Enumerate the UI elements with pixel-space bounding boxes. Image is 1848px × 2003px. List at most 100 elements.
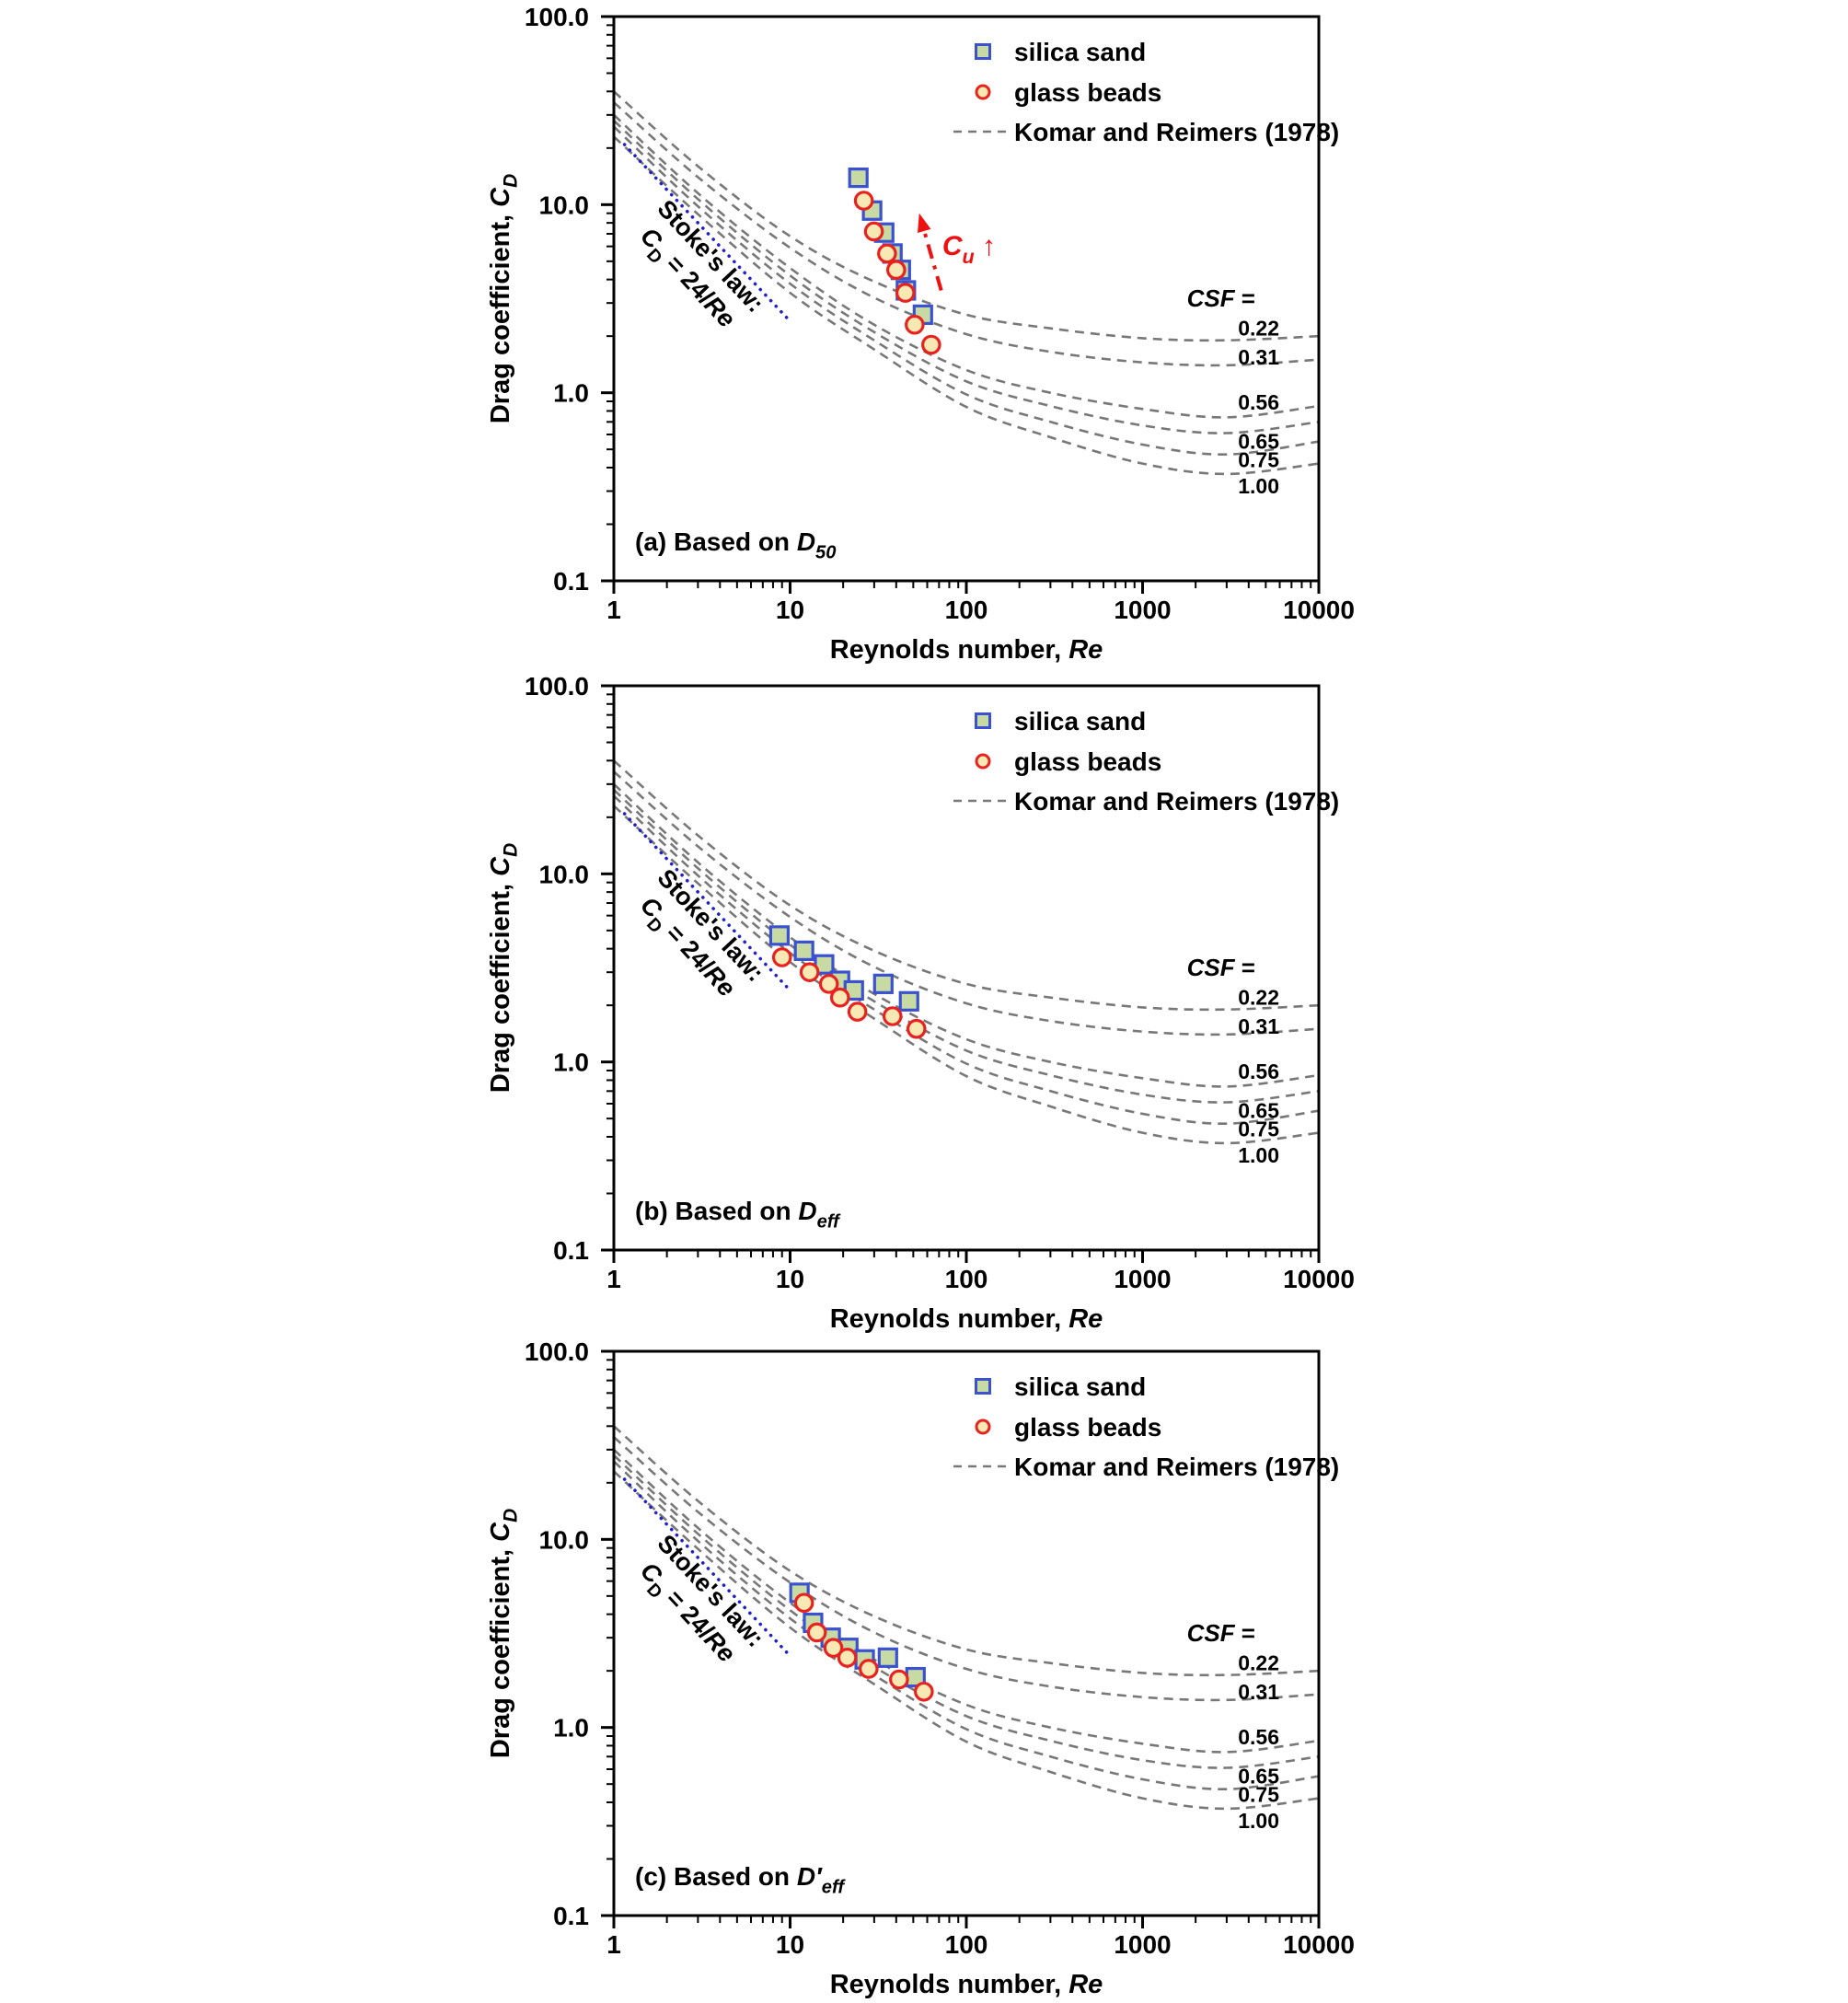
glass-beads-point bbox=[847, 1002, 868, 1022]
x-axis-title: Reynolds number, Re bbox=[830, 1970, 1103, 1998]
y-tick-label: 10.0 bbox=[539, 1525, 590, 1554]
panel-c: Stoke's law:CD = 24/Re1 10 100 1000 10000Rey… bbox=[486, 1337, 1355, 1999]
y-tick-label: 1.0 bbox=[553, 379, 589, 408]
silica-sand-point bbox=[768, 925, 791, 946]
csf-value-label: 0.56 bbox=[1238, 390, 1279, 414]
y-axis: 0.1 1.0 10.0 100.0 Drag coefficient, CD bbox=[486, 1337, 614, 1930]
y-tick-label: 10.0 bbox=[539, 860, 590, 888]
x-tick-label: 100 bbox=[945, 1265, 988, 1293]
x-tick-label: 100 bbox=[945, 1930, 988, 1959]
legend-label: silica sand bbox=[1014, 707, 1146, 735]
csf-curve-0.56 bbox=[613, 782, 1320, 1088]
panel-caption-c: (c) Based on D′eff bbox=[635, 1862, 846, 1897]
x-axis: 1 10 100 1000 10000 Reynolds number, Re bbox=[606, 581, 1355, 665]
csf-value-label: 0.22 bbox=[1238, 986, 1279, 1010]
csf-header: CSF = bbox=[1187, 284, 1255, 312]
glass-beads-point bbox=[895, 283, 916, 303]
x-tick-label: 1000 bbox=[1114, 596, 1171, 624]
csf-curve-0.65 bbox=[613, 120, 1320, 434]
x-tick-label: 1 bbox=[606, 1265, 621, 1293]
reference-curves bbox=[613, 1425, 1320, 1811]
y-tick-label: 1.0 bbox=[553, 1048, 589, 1077]
x-tick-label: 10000 bbox=[1283, 596, 1355, 624]
glass-beads-point bbox=[906, 1018, 927, 1039]
silica-sand-point bbox=[872, 973, 894, 994]
panel-caption-a: (a) Based on D50 bbox=[635, 527, 837, 562]
stokes-law-line bbox=[622, 812, 790, 990]
csf-curve-0.65 bbox=[613, 789, 1320, 1104]
x-tick-label: 10 bbox=[776, 1930, 804, 1959]
y-tick-label: 100.0 bbox=[525, 672, 589, 700]
legend-silica-sand-marker bbox=[975, 1378, 991, 1395]
glass-beads-point bbox=[914, 1681, 934, 1702]
x-axis-title: Reynolds number, Re bbox=[830, 635, 1103, 665]
csf-value-label: 0.22 bbox=[1238, 317, 1279, 341]
csf-curve-0.31 bbox=[613, 101, 1320, 367]
legend-label: glass beads bbox=[1014, 747, 1161, 776]
x-tick-label: 10000 bbox=[1283, 1265, 1355, 1293]
stokes-law-line bbox=[622, 1477, 790, 1656]
csf-curve-0.31 bbox=[613, 770, 1320, 1036]
y-tick-label: 1.0 bbox=[553, 1714, 589, 1742]
csf-header: CSF = bbox=[1187, 954, 1255, 981]
csf-value-label: 0.31 bbox=[1238, 345, 1279, 369]
csf-value-label: 0.22 bbox=[1238, 1651, 1279, 1675]
series-glass-beads bbox=[793, 1592, 934, 1702]
y-tick-label: 10.0 bbox=[539, 191, 590, 219]
glass-beads-point bbox=[837, 1648, 858, 1668]
y-axis: 0.1 1.0 10.0 100.0 Drag coefficient, CD bbox=[486, 3, 614, 596]
glass-beads-point bbox=[823, 1638, 844, 1658]
csf-value-label: 0.56 bbox=[1238, 1059, 1279, 1083]
series-glass-beads bbox=[771, 947, 927, 1039]
silica-sand-point bbox=[877, 1647, 898, 1668]
y-tick-label: 100.0 bbox=[525, 3, 589, 31]
x-tick-label: 10000 bbox=[1283, 1930, 1355, 1959]
csf-curve-0.22 bbox=[613, 759, 1320, 1012]
csf-value-label: 0.75 bbox=[1238, 448, 1279, 472]
legend-silica-sand-marker bbox=[975, 712, 991, 729]
csf-value-label: 1.00 bbox=[1238, 474, 1279, 498]
silica-sand-point bbox=[848, 168, 869, 189]
legend-silica-sand-marker bbox=[975, 43, 991, 60]
glass-beads-point bbox=[799, 962, 820, 982]
csf-value-label: 1.00 bbox=[1238, 1809, 1279, 1833]
panel-caption-b: (b) Based on Deff bbox=[635, 1197, 841, 1232]
glass-beads-point bbox=[859, 1659, 879, 1679]
y-tick-label: 100.0 bbox=[525, 1337, 589, 1366]
csf-curve-0.65 bbox=[613, 1454, 1320, 1769]
csf-curve-0.31 bbox=[613, 1436, 1320, 1702]
arrow-head bbox=[918, 213, 931, 233]
y-tick-label: 0.1 bbox=[553, 567, 589, 596]
csf-value-label: 0.75 bbox=[1238, 1783, 1279, 1807]
x-tick-label: 100 bbox=[945, 596, 988, 624]
csf-curve-0.56 bbox=[613, 113, 1320, 419]
x-axis: 1 10 100 1000 10000 Reynolds number, Re bbox=[606, 1916, 1355, 1999]
cu-label: Cu ↑ bbox=[942, 231, 996, 268]
csf-curve-0.22 bbox=[613, 1425, 1320, 1677]
csf-header: CSF = bbox=[1187, 1619, 1255, 1647]
series-glass-beads bbox=[853, 191, 941, 355]
y-tick-label: 0.1 bbox=[553, 1902, 589, 1930]
reference-curves bbox=[613, 90, 1320, 476]
legend-label: Komar and Reimers (1978) bbox=[1014, 1453, 1339, 1481]
csf-curve-0.56 bbox=[613, 1448, 1320, 1754]
legend-glass-beads-marker bbox=[975, 1418, 991, 1435]
y-axis-title: Drag coefficient, CD bbox=[486, 174, 522, 423]
y-axis-title: Drag coefficient, CD bbox=[486, 843, 522, 1093]
glass-beads-point bbox=[889, 1669, 909, 1690]
x-tick-label: 10 bbox=[776, 1265, 804, 1293]
y-axis: 0.1 1.0 10.0 100.0 Drag coefficient, CD bbox=[486, 672, 614, 1265]
stokes-law-line bbox=[622, 143, 790, 321]
csf-value-label: 0.75 bbox=[1238, 1117, 1279, 1141]
legend-label: silica sand bbox=[1014, 1372, 1146, 1401]
csf-value-label: 0.56 bbox=[1238, 1725, 1279, 1749]
glass-beads-point bbox=[921, 334, 941, 355]
legend-glass-beads-marker bbox=[975, 753, 991, 770]
legend-label: silica sand bbox=[1014, 38, 1146, 66]
glass-beads-point bbox=[829, 987, 850, 1008]
x-axis-title: Reynolds number, Re bbox=[830, 1304, 1103, 1334]
cu-annotation: Cu ↑ bbox=[918, 213, 996, 292]
csf-curve-0.22 bbox=[613, 90, 1320, 342]
silica-sand-point bbox=[793, 940, 814, 961]
